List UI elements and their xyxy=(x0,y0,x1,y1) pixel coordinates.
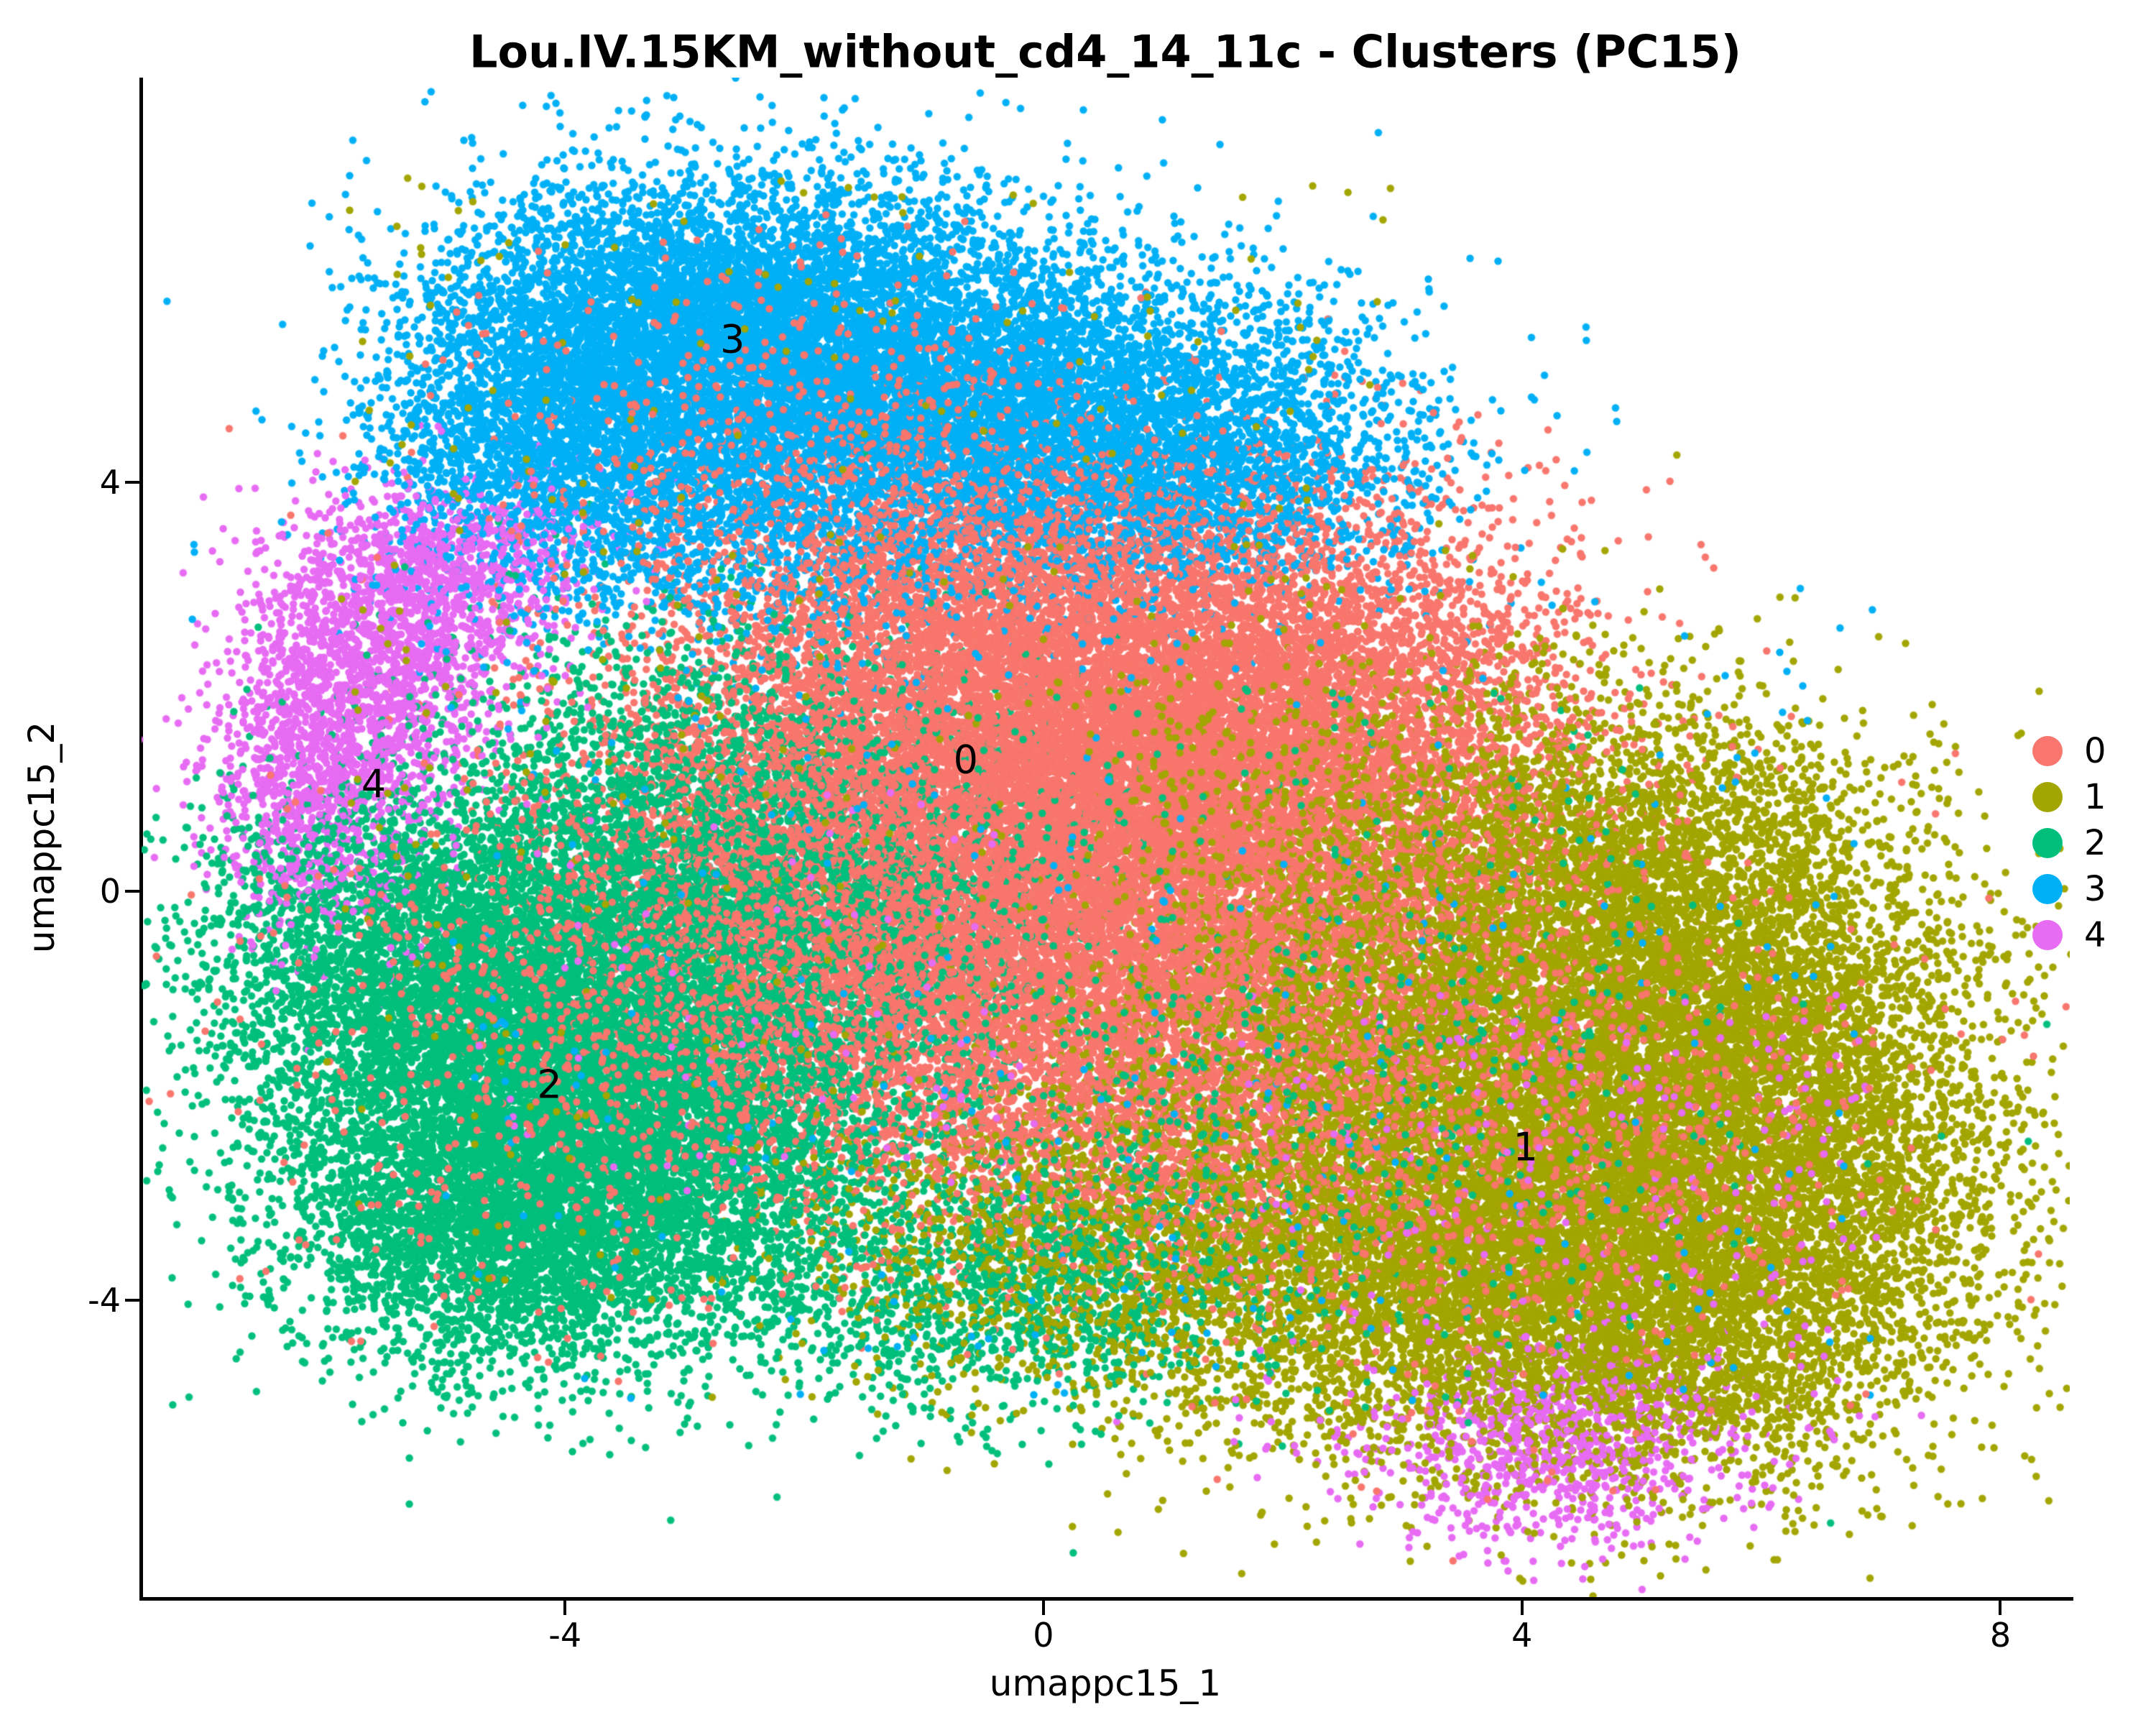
y-tick-label: -4 xyxy=(88,1281,121,1320)
legend-item: 3 xyxy=(2032,866,2156,912)
x-axis-spine xyxy=(139,1597,2073,1601)
legend-dot-icon xyxy=(2032,874,2063,904)
y-axis-spine xyxy=(139,78,143,1601)
x-tick-mark xyxy=(1041,1601,1045,1615)
legend-item: 0 xyxy=(2032,728,2156,774)
x-axis-label: umappc15_1 xyxy=(989,1662,1222,1704)
legend-label: 4 xyxy=(2084,915,2106,955)
legend-item: 4 xyxy=(2032,912,2156,958)
legend-label: 3 xyxy=(2084,869,2106,909)
x-tick-mark xyxy=(1999,1601,2002,1615)
y-axis-label: umappc15_2 xyxy=(21,721,63,954)
y-tick-label: 4 xyxy=(99,463,121,502)
cluster-label-2: 2 xyxy=(537,1062,562,1108)
x-tick-label: -4 xyxy=(548,1616,582,1655)
x-tick-label: 4 xyxy=(1511,1616,1533,1655)
legend-dot-icon xyxy=(2032,782,2063,812)
plot-title: Lou.IV.15KM_without_cd4_14_11c - Cluster… xyxy=(469,25,1742,78)
y-tick-mark xyxy=(125,1299,139,1302)
legend-dot-icon xyxy=(2032,920,2063,950)
cluster-label-4: 4 xyxy=(361,761,387,807)
legend-label: 1 xyxy=(2084,777,2106,817)
y-tick-mark xyxy=(125,481,139,484)
y-tick-mark xyxy=(125,890,139,893)
legend-dot-icon xyxy=(2032,828,2063,858)
legend-label: 2 xyxy=(2084,823,2106,863)
legend-dot-icon xyxy=(2032,736,2063,766)
cluster-label-3: 3 xyxy=(720,316,745,362)
x-tick-mark xyxy=(1520,1601,1524,1615)
scatter-plot-canvas xyxy=(142,78,2070,1597)
legend: 0 1 2 3 4 xyxy=(2032,728,2156,958)
x-tick-label: 8 xyxy=(1989,1616,2012,1655)
y-tick-label: 0 xyxy=(99,872,121,911)
cluster-label-1: 1 xyxy=(1513,1124,1538,1170)
x-tick-label: 0 xyxy=(1033,1616,1054,1655)
legend-item: 2 xyxy=(2032,820,2156,866)
x-tick-mark xyxy=(563,1601,567,1615)
cluster-label-0: 0 xyxy=(953,737,978,783)
legend-item: 1 xyxy=(2032,774,2156,820)
legend-label: 0 xyxy=(2084,731,2106,771)
